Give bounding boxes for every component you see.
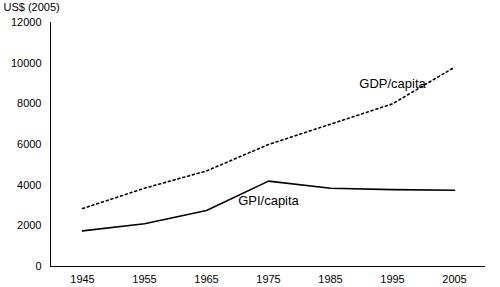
svg-text:6000: 6000	[17, 138, 41, 150]
svg-text:2005: 2005	[442, 273, 466, 285]
svg-text:1995: 1995	[380, 273, 404, 285]
svg-text:8000: 8000	[17, 97, 41, 109]
svg-text:1975: 1975	[256, 273, 280, 285]
svg-text:4000: 4000	[17, 179, 41, 191]
svg-text:0: 0	[35, 260, 41, 272]
svg-text:1955: 1955	[132, 273, 156, 285]
svg-text:1985: 1985	[318, 273, 342, 285]
svg-text:GDP/capita: GDP/capita	[359, 76, 426, 91]
svg-text:GPI/capita: GPI/capita	[238, 193, 299, 208]
svg-text:1945: 1945	[70, 273, 94, 285]
svg-text:12000: 12000	[11, 16, 42, 28]
svg-text:US$ (2005): US$ (2005)	[4, 1, 60, 13]
svg-text:10000: 10000	[11, 57, 42, 69]
svg-text:1965: 1965	[194, 273, 218, 285]
svg-text:2000: 2000	[17, 219, 41, 231]
